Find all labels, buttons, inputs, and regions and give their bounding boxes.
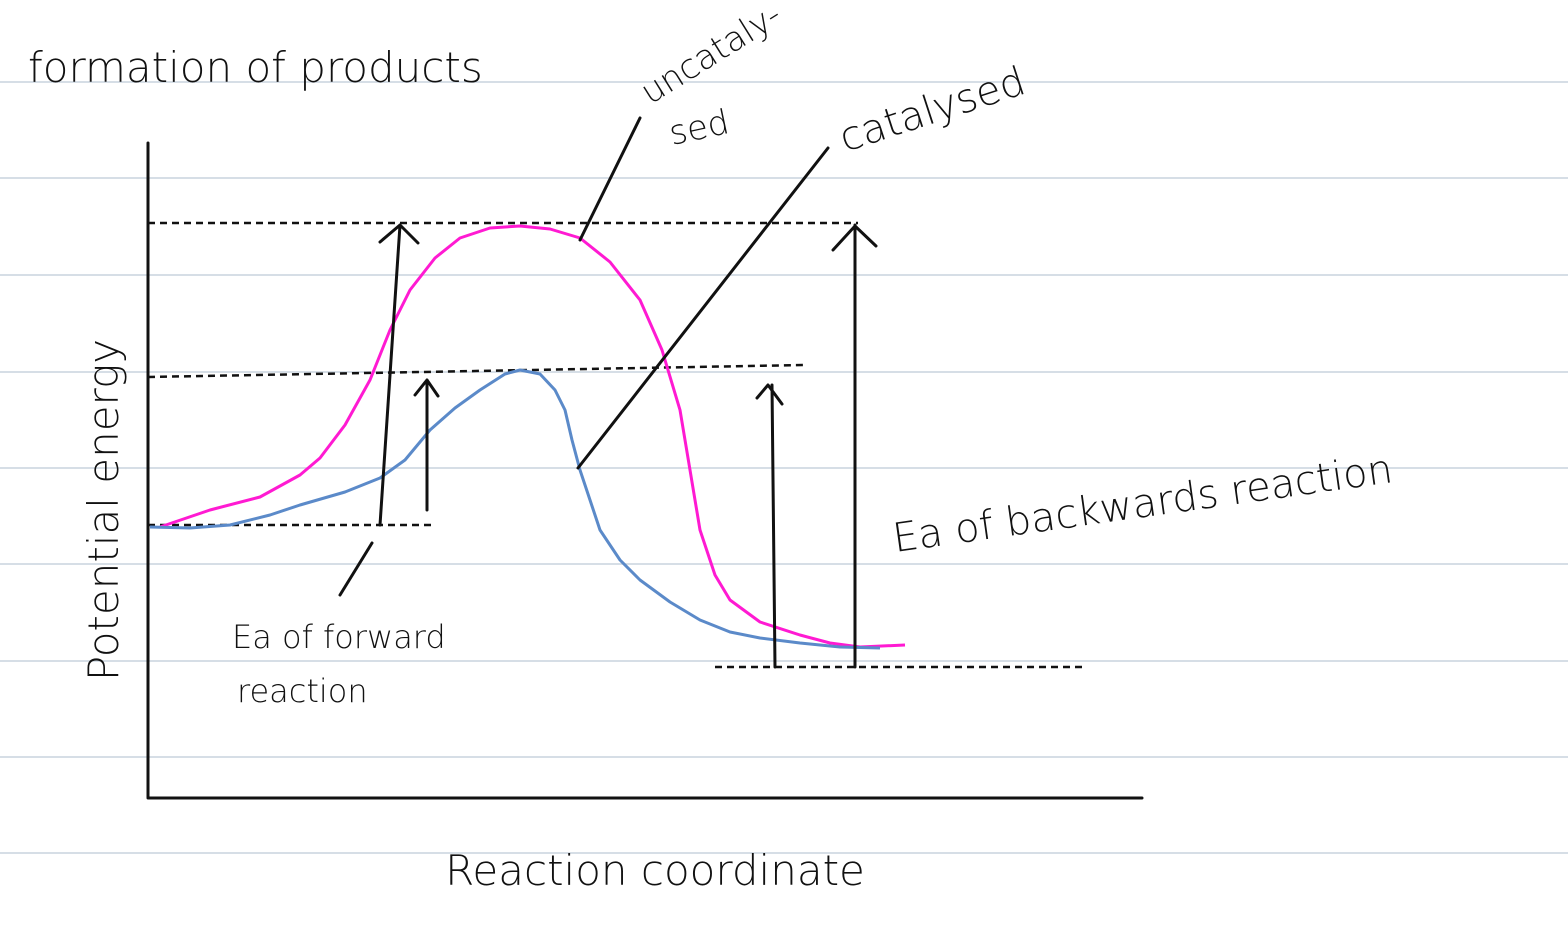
catalysed-label: catalysed xyxy=(834,58,1031,161)
ruled-lines xyxy=(0,81,1568,854)
uncatalysed-label-1: uncataly- xyxy=(634,0,789,113)
catalysed-curve xyxy=(149,368,881,650)
y-axis-label: Potential energy xyxy=(79,339,128,681)
uncatalysed-curve xyxy=(159,224,906,649)
axis-lines xyxy=(146,141,1144,800)
uncatalysed-label-2: sed xyxy=(666,102,733,154)
dashed-levels xyxy=(147,221,1085,669)
pointer-lines xyxy=(338,116,830,597)
arrows xyxy=(378,223,878,669)
forward-label-2: reaction xyxy=(237,672,368,710)
x-axis-label: Reaction coordinate xyxy=(445,846,865,895)
forward-label-1: Ea of forward xyxy=(232,618,446,656)
axes xyxy=(146,141,1144,800)
title: formation of products xyxy=(28,43,483,92)
backward-label: Ea of backwards reaction xyxy=(890,446,1396,562)
